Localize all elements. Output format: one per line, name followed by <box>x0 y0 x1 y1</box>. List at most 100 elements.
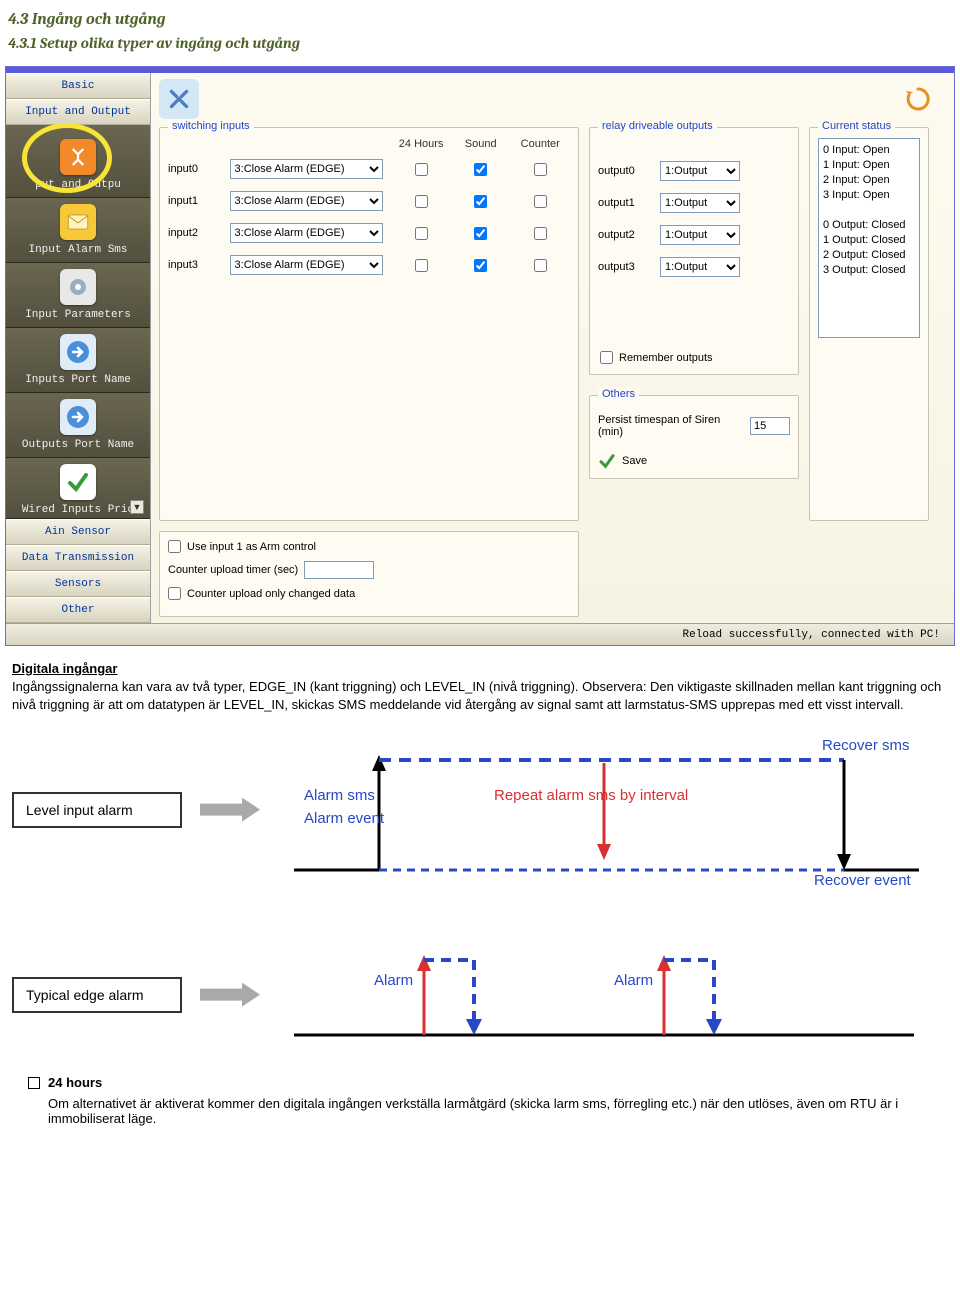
remember-outputs-checkbox[interactable] <box>600 351 613 364</box>
edge-alarm-label: Typical edge alarm <box>12 977 182 1013</box>
sidebar-label: Inputs Port Name <box>25 374 131 386</box>
doc-subheading: 4.3.1 Setup olika typer av ingång och ut… <box>8 34 960 52</box>
sidebar-label: put and Outpu <box>35 179 121 191</box>
sidebar-item-input-output[interactable]: Input and Output <box>6 99 150 125</box>
io-icon <box>60 139 96 175</box>
sidebar-item-other[interactable]: Other <box>6 597 150 623</box>
others-group: Others Persist timespan of Siren (min) S… <box>589 395 799 479</box>
persist-label: Persist timespan of Siren (min) <box>598 414 742 438</box>
relay-outputs-group: relay driveable outputs output01:Outputo… <box>589 127 799 375</box>
sidebar-item-basic[interactable]: Basic <box>6 73 150 99</box>
output-type-select[interactable]: 1:Output <box>660 161 740 181</box>
sidebar-item-sensors[interactable]: Sensors <box>6 571 150 597</box>
input-24h-checkbox[interactable] <box>415 227 428 240</box>
use-input1-arm-checkbox[interactable] <box>168 540 181 553</box>
svg-text:Repeat alarm sms by interval: Repeat alarm sms by interval <box>494 787 688 804</box>
counter-upload-changed-checkbox[interactable] <box>168 587 181 600</box>
input-24h-checkbox[interactable] <box>415 195 428 208</box>
counter-upload-changed-label: Counter upload only changed data <box>187 588 355 600</box>
status-line: 2 Output: Closed <box>823 248 915 263</box>
sidebar: Basic Input and Output put and Outpu Inp… <box>6 73 151 623</box>
input-counter-checkbox[interactable] <box>534 163 547 176</box>
output-type-select[interactable]: 1:Output <box>660 193 740 213</box>
status-line: 2 Input: Open <box>823 173 915 188</box>
bullet-24hours: 24 hours Om alternativet är aktiverat ko… <box>28 1075 932 1126</box>
tools-icon[interactable] <box>159 79 199 119</box>
sidebar-item-put-and-outpu[interactable]: put and Outpu <box>6 125 150 198</box>
sidebar-label: Outputs Port Name <box>22 439 134 451</box>
input-label: input1 <box>168 195 230 207</box>
group-title: Others <box>598 388 639 400</box>
envelope-icon <box>60 204 96 240</box>
main-panel: switching inputs 24 Hours Sound Counter … <box>151 73 954 623</box>
input-type-select[interactable]: 3:Close Alarm (EDGE) <box>230 159 384 179</box>
level-diagram-svg: Alarm sms Alarm event Repeat alarm sms b… <box>260 735 948 885</box>
svg-text:Recover sms: Recover sms <box>822 737 910 754</box>
status-line: 0 Output: Closed <box>823 218 915 233</box>
group-title: relay driveable outputs <box>598 120 717 132</box>
counter-upload-timer-label: Counter upload timer (sec) <box>168 564 298 576</box>
svg-text:Alarm event: Alarm event <box>304 810 385 827</box>
scroll-down-button[interactable]: ▼ <box>130 500 144 514</box>
svg-text:Alarm sms: Alarm sms <box>304 787 375 804</box>
status-line: 3 Input: Open <box>823 188 915 203</box>
input-type-select[interactable]: 3:Close Alarm (EDGE) <box>230 223 384 243</box>
input-type-select[interactable]: 3:Close Alarm (EDGE) <box>230 255 384 275</box>
status-line: 0 Input: Open <box>823 143 915 158</box>
input-24h-checkbox[interactable] <box>415 163 428 176</box>
input-options-group: Use input 1 as Arm control Counter uploa… <box>159 531 579 617</box>
bullet-text: Om alternativet är aktiverat kommer den … <box>48 1096 932 1126</box>
switching-inputs-group: switching inputs 24 Hours Sound Counter … <box>159 127 579 521</box>
sidebar-item-input-parameters[interactable]: Input Parameters <box>6 263 150 328</box>
level-edge-diagram: Level input alarm Alarm sms Alarm event … <box>12 735 948 1055</box>
col-header-counter: Counter <box>510 138 570 150</box>
status-listbox[interactable]: 0 Input: Open1 Input: Open2 Input: Open3… <box>818 138 920 338</box>
input-type-select[interactable]: 3:Close Alarm (EDGE) <box>230 191 384 211</box>
refresh-icon[interactable] <box>904 85 932 113</box>
sidebar-item-outputs-port-name[interactable]: Outputs Port Name <box>6 393 150 458</box>
sidebar-label: Wired Inputs Prio <box>22 504 134 516</box>
svg-text:Alarm: Alarm <box>374 972 413 989</box>
gear-icon <box>60 269 96 305</box>
status-line: 3 Output: Closed <box>823 263 915 278</box>
doc-paragraph: Digitala ingångar Ingångssignalerna kan … <box>12 660 948 715</box>
input-sound-checkbox[interactable] <box>474 195 487 208</box>
col-header-sound: Sound <box>451 138 511 150</box>
edge-diagram-svg: Alarm Alarm <box>260 935 948 1055</box>
output-label: output0 <box>598 165 660 177</box>
group-title: Current status <box>818 120 895 132</box>
sidebar-label: Input Parameters <box>25 309 131 321</box>
sidebar-item-input-alarm-sms[interactable]: Input Alarm Sms <box>6 198 150 263</box>
bullet-title: 24 hours <box>48 1075 932 1090</box>
check-icon <box>598 452 616 470</box>
output-label: output3 <box>598 261 660 273</box>
save-button[interactable]: Save <box>622 455 647 467</box>
sidebar-item-inputs-port-name[interactable]: Inputs Port Name <box>6 328 150 393</box>
input-label: input0 <box>168 163 230 175</box>
output-type-select[interactable]: 1:Output <box>660 257 740 277</box>
statusbar: Reload successfully, connected with PC! <box>6 623 954 645</box>
counter-upload-timer-input[interactable] <box>304 561 374 579</box>
input-counter-checkbox[interactable] <box>534 259 547 272</box>
svg-text:Alarm: Alarm <box>614 972 653 989</box>
input-sound-checkbox[interactable] <box>474 259 487 272</box>
remember-outputs-label: Remember outputs <box>619 352 713 364</box>
svg-text:Recover event: Recover event <box>814 872 912 885</box>
level-input-label: Level input alarm <box>12 792 182 828</box>
input-label: input3 <box>168 259 230 271</box>
output-label: output2 <box>598 229 660 241</box>
sidebar-item-ain-sensor[interactable]: Ain Sensor <box>6 519 150 545</box>
sidebar-item-data-transmission[interactable]: Data Transmission <box>6 545 150 571</box>
output-type-select[interactable]: 1:Output <box>660 225 740 245</box>
sidebar-item-wired-inputs-prio[interactable]: Wired Inputs Prio ▼ <box>6 458 150 519</box>
input-24h-checkbox[interactable] <box>415 259 428 272</box>
input-counter-checkbox[interactable] <box>534 227 547 240</box>
arrow-right-icon <box>60 399 96 435</box>
arrow-right-icon <box>60 334 96 370</box>
col-header-24hours: 24 Hours <box>391 138 451 150</box>
persist-timespan-input[interactable] <box>750 417 790 435</box>
square-bullet-icon <box>28 1077 40 1089</box>
input-counter-checkbox[interactable] <box>534 195 547 208</box>
input-sound-checkbox[interactable] <box>474 227 487 240</box>
input-sound-checkbox[interactable] <box>474 163 487 176</box>
